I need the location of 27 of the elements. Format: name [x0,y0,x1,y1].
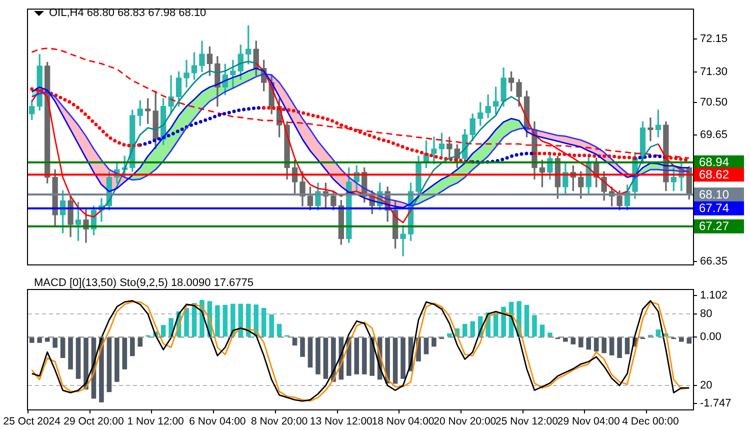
y2-tick-label: -1.747 [700,397,732,410]
y-tick-label: 20 [700,380,712,392]
x-tick-label: 8 Nov 20:00 [250,416,308,428]
x-tick-label: 25 Nov 12:00 [496,416,558,428]
x-tick-label: 6 Nov 04:00 [189,416,246,428]
ref-line-label: 68.94 [699,155,730,170]
x-tick-label: 18 Nov 04:00 [372,416,434,428]
y-tick-label: 72.15 [700,33,728,46]
ref-line-label: 68.62 [699,167,730,182]
y2-tick-label: 1.102 [700,289,728,302]
ref-line-label: 67.27 [699,219,730,234]
chart-title: MACD [0](13,50) Sto(9,2,5) 18.0090 17.6775 [34,277,254,289]
x-tick-label: 4 Dec 00:00 [622,416,679,428]
y-tick-label: 80 [700,308,712,320]
x-tick-label: 29 Oct 20:00 [64,416,124,428]
ref-line-label: 68.10 [699,187,730,202]
ref-line-label: 67.74 [699,201,730,216]
x-tick-label: 25 Oct 2024 [3,416,61,428]
y-tick-label: 66.35 [700,256,728,268]
x-tick-label: 1 Nov 12:00 [127,416,184,428]
x-tick-label: 20 Nov 20:00 [434,416,496,428]
x-tick-label: 29 Nov 04:00 [557,416,620,428]
y2-tick-label: 0.00 [700,331,722,344]
y-tick-label: 71.30 [700,66,728,78]
y-tick-label: 69.65 [700,129,728,142]
x-tick-label: 13 Nov 12:00 [310,416,373,428]
y-tick-label: 70.50 [700,96,728,108]
